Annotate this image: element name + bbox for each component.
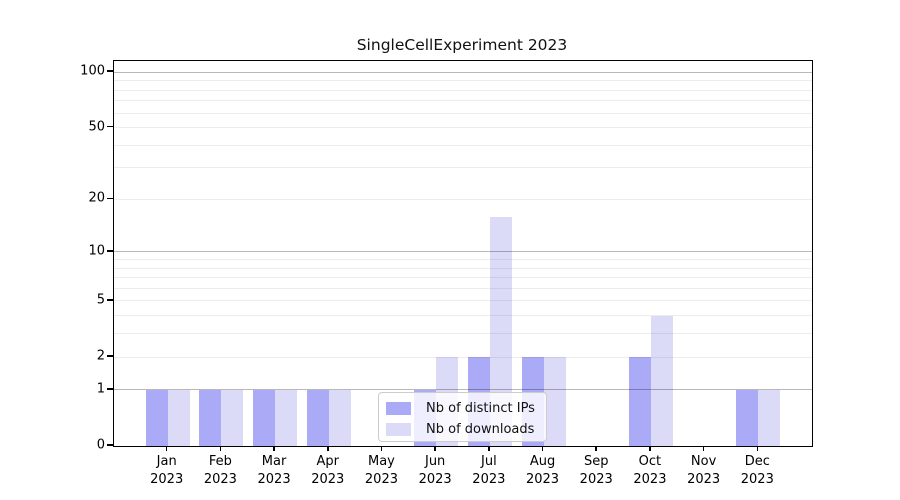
y-tick-label: 50: [88, 119, 105, 135]
y-tick-mark: [107, 299, 113, 301]
x-tick-label: Jul 2023: [472, 454, 506, 487]
x-tick-mark: [702, 446, 705, 451]
gridline: [114, 277, 812, 279]
y-tick-label: 20: [88, 190, 105, 206]
y-tick-label: 10: [88, 243, 105, 259]
plot-area: Nb of distinct IPs Nb of downloads: [113, 60, 813, 447]
bar-downloads-dec-2023: [758, 389, 781, 446]
bar-downloads-apr-2023: [328, 389, 351, 446]
bar-distinct-ips-oct-2023: [628, 357, 651, 446]
bar-downloads-feb-2023: [221, 389, 244, 446]
legend-item-distinct-ips: Nb of distinct IPs: [386, 398, 546, 419]
bar-distinct-ips-dec-2023: [736, 389, 759, 446]
gridline: [114, 100, 812, 102]
gridline: [114, 251, 812, 253]
y-tick-mark: [107, 197, 113, 200]
gridline: [114, 144, 812, 146]
gridline: [114, 300, 812, 302]
bar-downloads-aug-2023: [543, 357, 566, 446]
gridline: [114, 315, 812, 317]
x-tick-label: Jun 2023: [418, 454, 452, 487]
gridline: [114, 389, 812, 391]
gridline: [114, 167, 812, 169]
x-tick-label: Sep 2023: [579, 454, 613, 487]
gridline: [114, 259, 812, 261]
x-tick-label: Dec 2023: [740, 454, 774, 487]
legend-swatch-distinct-ips-icon: [386, 402, 411, 415]
gridline: [114, 198, 812, 200]
legend-label-downloads: Nb of downloads: [426, 422, 535, 437]
bar-distinct-ips-feb-2023: [199, 389, 222, 446]
x-tick-mark: [541, 446, 544, 451]
bar-downloads-mar-2023: [275, 389, 298, 446]
legend: Nb of distinct IPs Nb of downloads: [378, 392, 547, 442]
gridline: [114, 112, 812, 114]
gridline: [114, 71, 812, 73]
bar-distinct-ips-jan-2023: [145, 389, 168, 446]
y-tick-label: 100: [80, 63, 105, 79]
y-tick-mark: [107, 355, 113, 357]
bar-distinct-ips-apr-2023: [306, 389, 329, 446]
gridline: [114, 267, 812, 269]
x-tick-mark: [327, 446, 329, 451]
x-tick-label: Apr 2023: [311, 454, 345, 487]
chart-title: SingleCellExperiment 2023: [356, 36, 568, 54]
y-tick-label: 5: [96, 292, 105, 308]
x-tick-label: Feb 2023: [203, 454, 237, 487]
x-tick-label: Mar 2023: [257, 454, 291, 487]
x-tick-mark: [756, 446, 759, 451]
x-tick-mark: [488, 446, 490, 451]
x-tick-label: Nov 2023: [687, 454, 721, 487]
bar-downloads-jul-2023: [489, 216, 512, 446]
x-tick-label: Jan 2023: [150, 454, 184, 487]
y-tick-label: 2: [96, 348, 105, 364]
x-tick-mark: [273, 446, 275, 451]
y-tick-mark: [107, 70, 113, 72]
y-tick-label: 1: [96, 381, 105, 397]
y-tick-mark: [107, 444, 113, 446]
bar-downloads-jan-2023: [167, 389, 190, 446]
x-tick-label: Oct 2023: [633, 454, 667, 487]
x-tick-mark: [434, 446, 436, 451]
gridline: [114, 333, 812, 335]
x-tick-mark: [380, 446, 383, 451]
y-tick-mark: [107, 250, 113, 252]
gridline: [114, 127, 812, 129]
x-tick-label: May 2023: [364, 454, 398, 487]
x-tick-mark: [595, 446, 597, 451]
x-tick-label: Aug 2023: [525, 454, 560, 487]
bar-downloads-oct-2023: [650, 315, 673, 446]
bar-distinct-ips-mar-2023: [253, 389, 276, 446]
y-tick-mark: [107, 388, 113, 390]
x-tick-mark: [219, 446, 222, 451]
gridline: [114, 287, 812, 289]
gridline: [114, 89, 812, 91]
x-tick-mark: [649, 446, 651, 451]
y-tick-mark: [107, 125, 113, 128]
legend-item-downloads: Nb of downloads: [386, 419, 546, 440]
gridline: [114, 80, 812, 82]
x-tick-mark: [165, 446, 168, 451]
y-tick-label: 0: [96, 437, 105, 453]
gridline: [114, 356, 812, 358]
legend-swatch-downloads-icon: [386, 423, 411, 436]
legend-label-distinct-ips: Nb of distinct IPs: [426, 401, 535, 416]
